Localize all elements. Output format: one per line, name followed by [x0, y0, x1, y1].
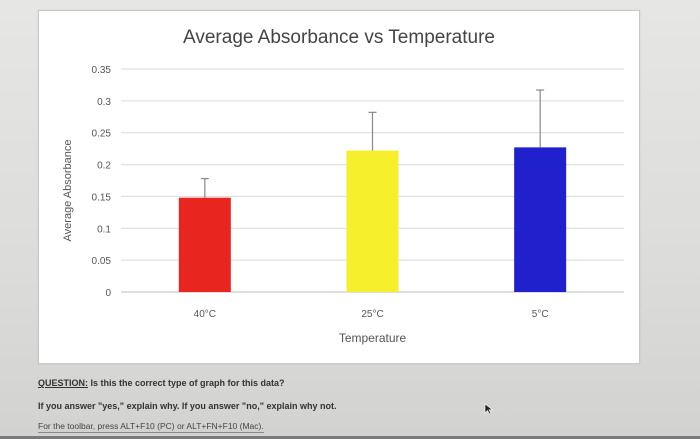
answer-instruction: If you answer "yes," explain why. If you…	[38, 401, 337, 411]
x-tick-label: 25°C	[361, 309, 383, 320]
question-label: QUESTION:	[38, 378, 89, 388]
y-tick-label: 0.35	[92, 65, 112, 76]
y-axis-label: Average Absorbance	[62, 140, 74, 242]
y-tick-label: 0.3	[97, 97, 111, 108]
x-tick-label: 5°C	[532, 309, 549, 320]
y-tick-label: 0	[105, 288, 111, 299]
y-tick-label: 0.05	[92, 256, 112, 267]
chart-title: Average Absorbance vs Temperature	[183, 27, 495, 48]
bar-chart: Average Absorbance vs Temperature 0 0.05 0.…	[62, 27, 624, 345]
bottom-edge	[0, 436, 700, 439]
y-tick-label: 0.15	[92, 192, 112, 203]
bar-1	[178, 197, 231, 292]
toolbar-hint: For the toolbar, press ALT+F10 (PC) or A…	[38, 421, 264, 433]
chart-frame: Average Absorbance vs Temperature 0 0.05 0.…	[38, 10, 640, 364]
mouse-pointer-icon	[484, 403, 494, 415]
x-tick-label: 40°C	[194, 309, 216, 320]
question-text: QUESTION: Is this the correct type of gr…	[38, 378, 285, 388]
question-body: Is this the correct type of graph for th…	[88, 378, 285, 388]
y-tick-label: 0.25	[92, 129, 112, 140]
x-axis-label: Temperature	[339, 331, 407, 345]
y-tick-label: 0.1	[97, 224, 111, 235]
y-tick-label: 0.2	[97, 161, 111, 172]
bar-3	[514, 147, 567, 292]
bar-2	[346, 150, 399, 292]
